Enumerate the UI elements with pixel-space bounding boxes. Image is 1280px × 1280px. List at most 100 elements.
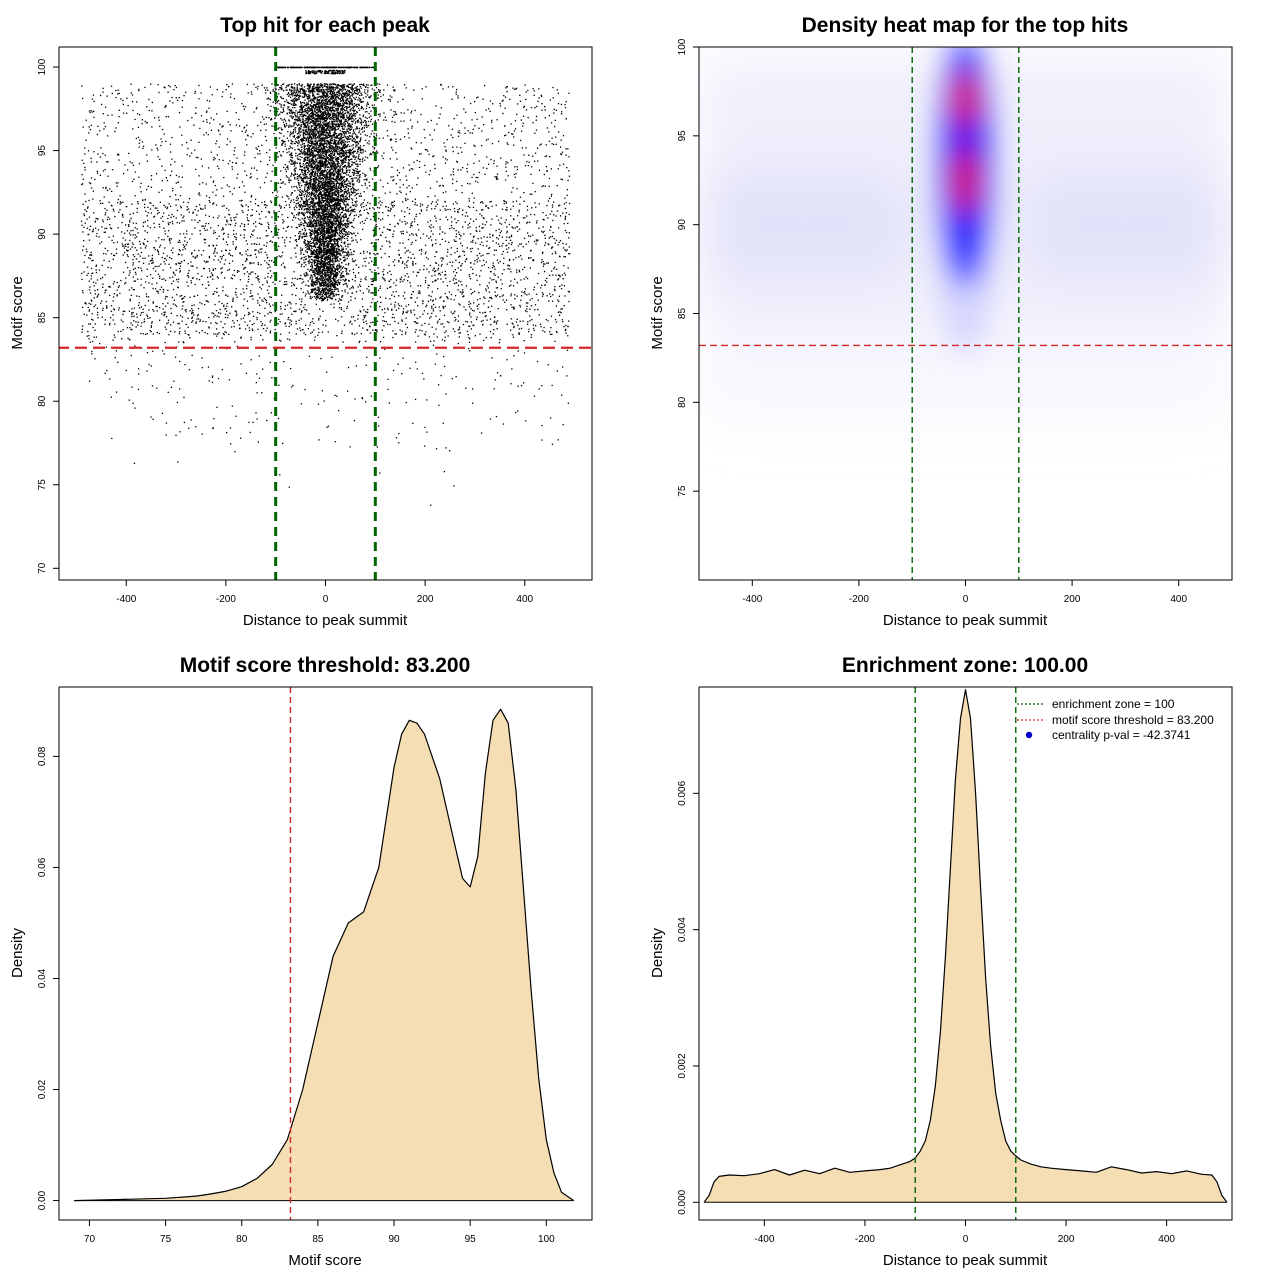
scatter-point [454, 210, 456, 213]
scatter-point [345, 213, 347, 215]
scatter-point [290, 307, 292, 309]
scatter-point [516, 269, 518, 271]
scatter-point [536, 360, 539, 363]
scatter-point [493, 320, 496, 322]
scatter-point [414, 331, 416, 333]
scatter-point [349, 152, 351, 154]
scatter-point [419, 292, 421, 295]
scatter-point [194, 283, 196, 286]
scatter-point [422, 300, 424, 302]
scatter-point [318, 129, 321, 131]
scatter-point [449, 208, 451, 211]
scatter-point [202, 208, 204, 210]
scatter-point [336, 224, 339, 226]
scatter-point [470, 102, 472, 105]
scatter-point [467, 130, 469, 132]
scatter-point [235, 291, 237, 293]
scatter-point [474, 125, 476, 127]
scatter-point [198, 278, 201, 281]
scatter-point [140, 284, 142, 286]
scatter-point [412, 262, 414, 264]
scatter-point [288, 198, 290, 200]
scatter-point [156, 331, 158, 334]
scatter-point [118, 211, 120, 213]
scatter-point [296, 245, 298, 247]
scatter-point [319, 126, 321, 128]
scatter-point [415, 213, 417, 215]
scatter-point [489, 418, 492, 420]
scatter-point [532, 122, 534, 124]
scatter-point [283, 207, 286, 209]
scatter-point [303, 139, 305, 142]
scatter-point [455, 236, 457, 238]
scatter-point [473, 310, 475, 312]
scatter-point [292, 219, 294, 221]
scatter-point [148, 282, 150, 284]
scatter-point [170, 164, 172, 166]
scatter-point [171, 283, 173, 285]
scatter-point [184, 364, 186, 366]
scatter-point [84, 169, 86, 171]
scatter-point [99, 94, 102, 97]
scatter-point [236, 271, 239, 273]
scatter-point [165, 104, 167, 107]
scatter-point [152, 302, 154, 304]
scatter-point [95, 264, 98, 266]
scatter-point [250, 173, 252, 175]
scatter-point [520, 243, 522, 245]
scatter-point [216, 291, 218, 294]
scatter-point [499, 260, 501, 263]
scatter-point [107, 114, 109, 117]
scatter-point [299, 191, 301, 193]
scatter-point [314, 336, 316, 338]
scatter-point [117, 286, 120, 288]
scatter-point [458, 303, 460, 305]
scatter-point [317, 204, 319, 206]
scatter-point [164, 298, 167, 300]
scatter-point [181, 261, 183, 263]
scatter-point [535, 206, 537, 208]
scatter-point [330, 181, 332, 183]
scatter-point [547, 217, 549, 219]
scatter-point [296, 328, 299, 330]
scatter-point [140, 182, 142, 184]
scatter-point [383, 226, 385, 228]
scatter-point [250, 290, 252, 292]
scatter-point [389, 286, 391, 289]
scatter-point [299, 134, 301, 136]
scatter-point [148, 309, 150, 311]
scatter-point [303, 219, 305, 221]
scatter-point [555, 321, 558, 323]
scatter-point [179, 262, 182, 264]
scatter-point [412, 422, 414, 424]
scatter-point [557, 299, 559, 301]
scatter-point [182, 341, 184, 343]
scatter-point [546, 295, 548, 297]
scatter-point [367, 202, 369, 204]
scatter-point [402, 357, 404, 359]
scatter-point [122, 245, 124, 247]
scatter-point [522, 115, 525, 117]
scatter-point [553, 214, 555, 216]
scatter-point [338, 228, 340, 231]
scatter-point [268, 227, 270, 230]
scatter-point [277, 196, 279, 198]
scatter-point [276, 191, 278, 193]
scatter-point [170, 386, 173, 388]
scatter-point [101, 300, 103, 302]
scatter-point [333, 249, 336, 251]
scatter-point [371, 242, 373, 244]
scatter-point [449, 280, 451, 283]
scatter-point [195, 321, 197, 323]
scatter-point [92, 259, 94, 261]
scatter-point [222, 159, 224, 162]
scatter-point [550, 327, 552, 329]
scatter-point [342, 247, 344, 249]
scatter-point [270, 277, 272, 279]
scatter-point [244, 191, 246, 193]
scatter-point [233, 154, 235, 156]
scatter-point [347, 250, 349, 252]
scatter-point [416, 275, 418, 277]
scatter-point [244, 170, 246, 172]
scatter-point [525, 91, 527, 93]
